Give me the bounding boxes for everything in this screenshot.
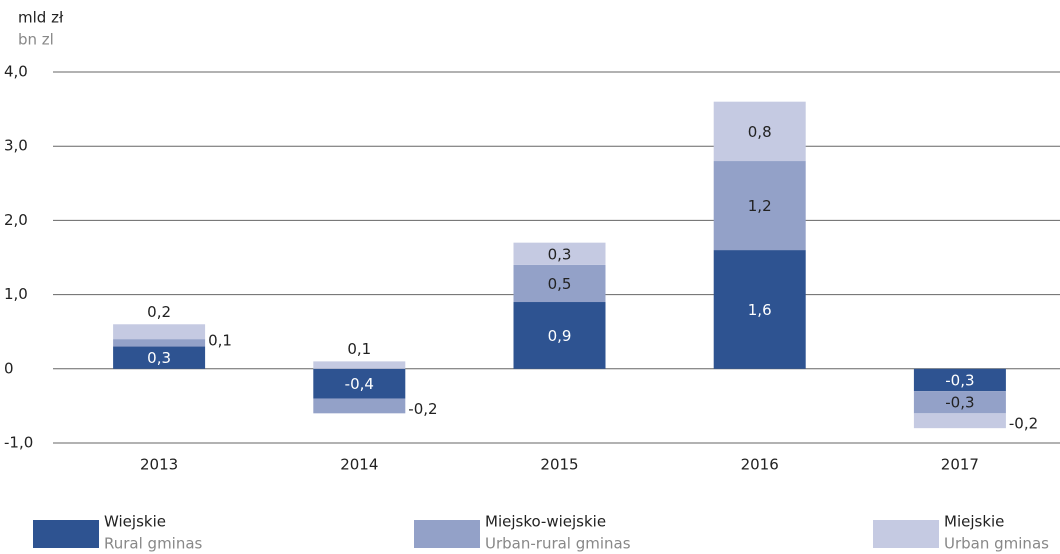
x-tick-label: 2014 (340, 456, 378, 474)
y-tick-label: 0 (4, 359, 14, 377)
y-tick-label: 2,0 (4, 211, 28, 229)
value-label: 0,9 (548, 327, 572, 345)
value-label: 0,8 (748, 123, 772, 141)
bar-segment (713, 101, 806, 162)
bar-segment (113, 324, 206, 340)
legend-label-en: Urban gminas (944, 535, 1049, 553)
bar-segment (513, 242, 606, 265)
value-label: -0,2 (1009, 415, 1038, 433)
legend-swatch (33, 520, 99, 548)
value-label: 0,3 (147, 349, 171, 367)
bar-segment (313, 361, 406, 369)
bar-segment (313, 368, 406, 399)
x-tick-label: 2015 (540, 456, 578, 474)
value-label: 1,2 (748, 197, 772, 215)
value-label: -0,3 (945, 371, 974, 389)
x-tick-label: 2017 (941, 456, 979, 474)
y-tick-label: -1,0 (4, 434, 33, 452)
bar-segment (913, 391, 1006, 414)
value-label: 0,2 (147, 303, 171, 321)
bar-segment (113, 346, 206, 369)
legend-label-en: Urban-rural gminas (485, 535, 631, 553)
y-tick-label: 4,0 (4, 63, 28, 81)
legend-label: Miejsko-wiejskie (485, 513, 606, 531)
value-label: 0,1 (208, 331, 232, 349)
legend-label-en: Rural gminas (104, 535, 203, 553)
value-label: 0,5 (548, 275, 572, 293)
value-label: 0,3 (548, 245, 572, 263)
y-tick-label: 1,0 (4, 285, 28, 303)
bar-segment (713, 250, 806, 369)
legend-label: Wiejskie (104, 513, 166, 531)
legend-swatch (414, 520, 480, 548)
legend-swatch (873, 520, 939, 548)
legend-label: Miejskie (944, 513, 1004, 531)
bar-segment (113, 339, 206, 347)
bar-segment (513, 264, 606, 303)
y-axis-unit: mld zł (18, 9, 64, 27)
bar-segment (513, 302, 606, 369)
y-tick-label: 3,0 (4, 137, 28, 155)
value-label: -0,3 (945, 394, 974, 412)
x-tick-label: 2013 (140, 456, 178, 474)
bar-segment (713, 161, 806, 251)
bar-segment (913, 368, 1006, 392)
value-label: -0,4 (345, 375, 374, 393)
value-label: -0,2 (408, 400, 437, 418)
value-label: 1,6 (748, 301, 772, 319)
value-label: 0,1 (347, 340, 371, 358)
bar-segment (313, 398, 406, 414)
x-tick-label: 2016 (741, 456, 779, 474)
bar-segment (913, 413, 1006, 429)
y-axis-unit-en: bn zl (18, 31, 54, 49)
